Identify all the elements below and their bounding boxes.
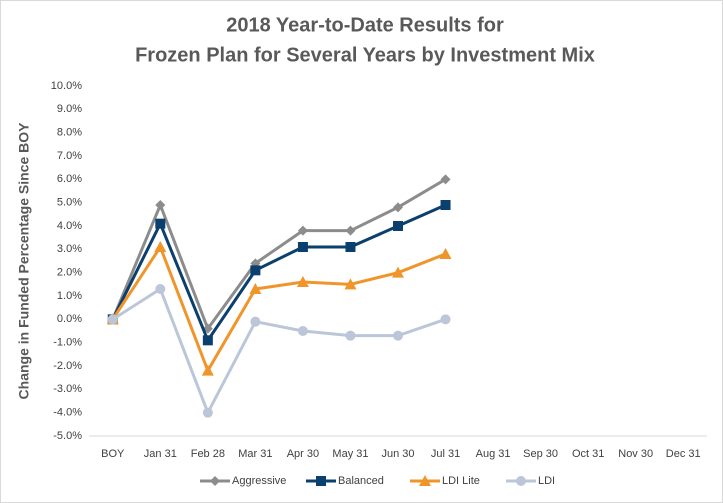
marker <box>419 475 431 486</box>
marker <box>516 476 526 486</box>
x-tick-label: Aug 31 <box>476 448 511 460</box>
marker <box>392 266 404 278</box>
y-tick-label: 6.0% <box>57 173 82 185</box>
marker <box>440 314 451 325</box>
y-tick-label: 2.0% <box>57 267 82 279</box>
marker <box>393 202 403 213</box>
series-line <box>111 203 447 344</box>
series-line <box>111 286 447 417</box>
marker <box>249 283 262 294</box>
marker <box>201 364 214 376</box>
y-tick-label: -1.0% <box>53 337 82 349</box>
marker <box>210 476 220 486</box>
marker <box>440 200 451 210</box>
x-tick-label: Mar 31 <box>238 448 272 460</box>
marker <box>107 314 118 325</box>
legend-label: Balanced <box>338 475 384 487</box>
y-tick-label: 5.0% <box>57 197 82 209</box>
marker <box>297 225 308 236</box>
x-tick-label: BOY <box>101 448 125 460</box>
marker <box>297 242 308 252</box>
x-tick-label: Jul 31 <box>431 448 460 460</box>
marker <box>316 476 326 486</box>
y-tick-label: -2.0% <box>53 360 82 372</box>
marker <box>250 265 261 276</box>
chart-title: 2018 Year-to-Date Results for <box>226 14 504 36</box>
y-tick-label: 9.0% <box>57 103 82 115</box>
marker <box>154 241 167 252</box>
x-tick-label: Jun 30 <box>381 448 414 460</box>
y-tick-label: -3.0% <box>53 383 82 395</box>
marker <box>297 326 308 336</box>
x-tick-label: Sep 30 <box>523 448 558 460</box>
legend-label: LDI <box>538 475 555 487</box>
x-tick-label: Dec 31 <box>666 448 701 460</box>
y-tick-label: -5.0% <box>53 430 82 442</box>
y-tick-label: -4.0% <box>53 407 82 419</box>
marker <box>393 330 403 341</box>
marker <box>439 248 452 259</box>
marker <box>250 316 261 327</box>
marker <box>202 407 213 418</box>
marker <box>155 218 166 229</box>
marker <box>345 330 356 341</box>
legend-label: LDI Lite <box>442 475 480 487</box>
y-tick-label: 8.0% <box>57 127 82 139</box>
marker <box>393 221 403 231</box>
marker <box>155 284 166 294</box>
legend-label: Aggressive <box>232 475 286 487</box>
marker <box>155 200 166 210</box>
series-line <box>111 178 447 332</box>
x-tick-label: Feb 28 <box>191 448 225 460</box>
y-tick-label: 4.0% <box>57 220 82 232</box>
y-tick-label: 3.0% <box>57 243 82 255</box>
y-axis-label: Change in Funded Percentage Since BOY <box>16 122 32 400</box>
x-tick-label: Oct 31 <box>572 448 604 460</box>
series-line <box>111 243 447 375</box>
x-tick-label: May 31 <box>332 448 368 460</box>
y-tick-label: 7.0% <box>57 150 82 162</box>
y-tick-label: 10.0% <box>51 80 82 92</box>
marker <box>345 225 356 236</box>
x-tick-label: Jan 31 <box>144 448 177 460</box>
y-tick-label: 1.0% <box>57 290 82 302</box>
x-tick-label: Apr 30 <box>287 448 319 460</box>
marker <box>202 335 213 346</box>
marker <box>344 278 357 290</box>
marker <box>345 242 356 252</box>
x-tick-label: Nov 30 <box>618 448 653 460</box>
chart-title: Frozen Plan for Several Years by Investm… <box>135 44 595 66</box>
y-tick-label: 0.0% <box>57 313 82 325</box>
marker <box>296 276 309 287</box>
marker <box>440 174 451 185</box>
